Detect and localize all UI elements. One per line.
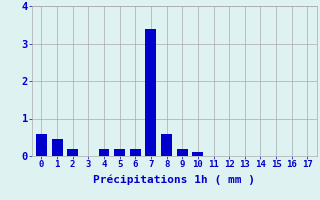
- Bar: [99, 148, 109, 156]
- Bar: [161, 134, 172, 156]
- Bar: [130, 148, 141, 156]
- Bar: [177, 148, 188, 156]
- Bar: [67, 148, 78, 156]
- Bar: [192, 152, 203, 156]
- X-axis label: Précipitations 1h ( mm ): Précipitations 1h ( mm ): [93, 175, 255, 185]
- Bar: [146, 28, 156, 156]
- Bar: [36, 134, 47, 156]
- Bar: [114, 148, 125, 156]
- Bar: [52, 139, 62, 156]
